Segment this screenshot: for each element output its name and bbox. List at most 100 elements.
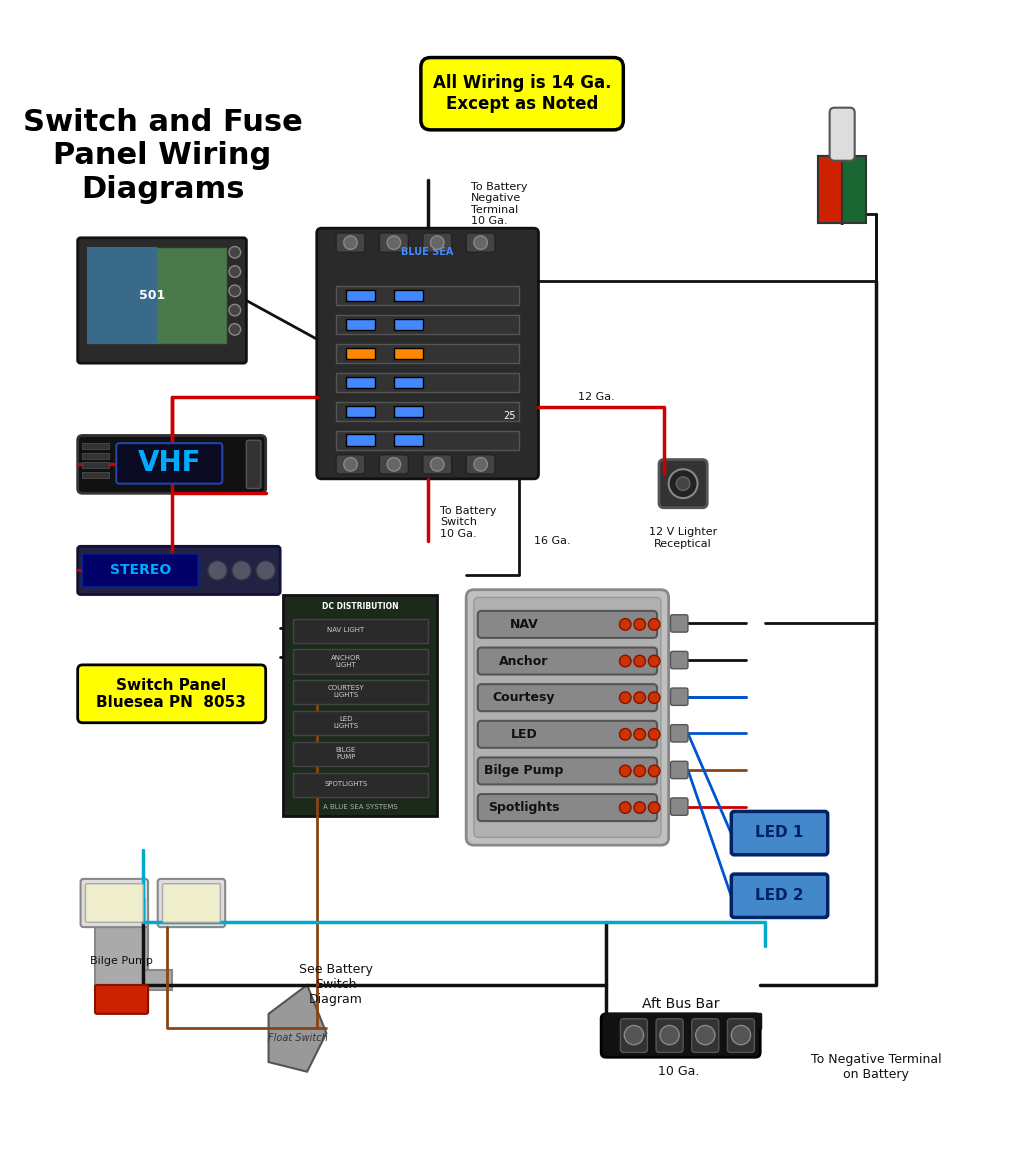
FancyBboxPatch shape xyxy=(659,459,707,508)
Bar xyxy=(394,377,423,388)
Text: ANCHOR
LIGHT: ANCHOR LIGHT xyxy=(331,655,361,668)
Bar xyxy=(394,435,423,447)
FancyBboxPatch shape xyxy=(692,1019,719,1053)
Text: LED 2: LED 2 xyxy=(755,887,803,902)
Circle shape xyxy=(648,655,660,666)
FancyBboxPatch shape xyxy=(478,721,657,748)
Circle shape xyxy=(619,728,631,740)
FancyBboxPatch shape xyxy=(601,1014,760,1057)
FancyBboxPatch shape xyxy=(671,615,688,633)
FancyBboxPatch shape xyxy=(423,455,452,475)
Text: Bilge Pump: Bilge Pump xyxy=(90,956,152,965)
Circle shape xyxy=(648,728,660,740)
FancyBboxPatch shape xyxy=(829,108,855,160)
Circle shape xyxy=(648,801,660,813)
Bar xyxy=(345,348,374,359)
FancyBboxPatch shape xyxy=(336,233,365,252)
Bar xyxy=(336,315,519,334)
Bar xyxy=(293,649,428,673)
FancyBboxPatch shape xyxy=(162,884,220,922)
Bar xyxy=(83,452,110,458)
Bar xyxy=(394,319,423,330)
FancyBboxPatch shape xyxy=(671,688,688,706)
Text: Bilge Pump: Bilge Pump xyxy=(484,764,564,777)
Circle shape xyxy=(343,457,358,471)
FancyBboxPatch shape xyxy=(671,651,688,669)
FancyBboxPatch shape xyxy=(78,547,280,594)
Bar xyxy=(336,286,519,306)
Text: COURTESY
LIGHTS: COURTESY LIGHTS xyxy=(328,685,364,699)
Text: To Battery
Switch
10 Ga.: To Battery Switch 10 Ga. xyxy=(440,506,496,538)
FancyBboxPatch shape xyxy=(466,455,495,475)
Text: LED 1: LED 1 xyxy=(755,825,803,840)
FancyBboxPatch shape xyxy=(671,798,688,815)
Circle shape xyxy=(230,285,241,297)
Bar xyxy=(818,156,842,223)
Bar xyxy=(345,435,374,447)
FancyBboxPatch shape xyxy=(671,725,688,742)
Text: STEREO: STEREO xyxy=(110,563,171,577)
Text: 10 Ga.: 10 Ga. xyxy=(658,1065,699,1078)
Bar xyxy=(144,970,172,990)
FancyBboxPatch shape xyxy=(478,611,657,637)
Text: VHF: VHF xyxy=(138,449,201,477)
Bar xyxy=(394,348,423,359)
Bar xyxy=(293,742,428,766)
Bar xyxy=(83,443,110,449)
Circle shape xyxy=(676,477,690,491)
Text: Switch and Fuse
Panel Wiring
Diagrams: Switch and Fuse Panel Wiring Diagrams xyxy=(23,108,302,204)
Circle shape xyxy=(230,266,241,277)
FancyBboxPatch shape xyxy=(83,554,199,587)
Circle shape xyxy=(619,692,631,704)
FancyBboxPatch shape xyxy=(78,665,266,722)
Text: See Battery
Switch
Diagram: See Battery Switch Diagram xyxy=(299,963,373,1006)
FancyBboxPatch shape xyxy=(478,757,657,784)
Circle shape xyxy=(230,247,241,258)
Circle shape xyxy=(619,619,631,630)
FancyBboxPatch shape xyxy=(336,455,365,475)
Circle shape xyxy=(230,323,241,335)
Circle shape xyxy=(669,469,698,498)
Circle shape xyxy=(619,655,631,666)
Bar xyxy=(293,773,428,797)
Bar xyxy=(336,344,519,363)
FancyBboxPatch shape xyxy=(316,228,539,479)
Circle shape xyxy=(619,801,631,813)
Text: Float Switch: Float Switch xyxy=(268,1033,328,1043)
Circle shape xyxy=(256,561,275,580)
FancyBboxPatch shape xyxy=(657,1019,683,1053)
Text: 501: 501 xyxy=(139,290,165,302)
FancyBboxPatch shape xyxy=(95,908,148,1004)
Text: SPOTLIGHTS: SPOTLIGHTS xyxy=(324,782,367,787)
Text: BILGE
PUMP: BILGE PUMP xyxy=(335,747,356,761)
Circle shape xyxy=(648,765,660,777)
FancyBboxPatch shape xyxy=(728,1019,755,1053)
FancyBboxPatch shape xyxy=(158,879,225,927)
Text: Aft Bus Bar: Aft Bus Bar xyxy=(642,997,720,1011)
Bar xyxy=(818,156,866,223)
Circle shape xyxy=(648,692,660,704)
FancyBboxPatch shape xyxy=(620,1019,647,1053)
Bar xyxy=(87,248,157,344)
Circle shape xyxy=(343,236,358,249)
FancyBboxPatch shape xyxy=(478,684,657,711)
Text: NAV: NAV xyxy=(510,618,539,630)
FancyBboxPatch shape xyxy=(731,875,827,918)
Text: LED: LED xyxy=(511,728,538,741)
Text: 16 Ga.: 16 Ga. xyxy=(534,536,571,547)
Circle shape xyxy=(230,305,241,316)
Bar xyxy=(293,619,428,643)
FancyBboxPatch shape xyxy=(95,985,148,1014)
Bar xyxy=(336,401,519,421)
Text: All Wiring is 14 Ga.
Except as Noted: All Wiring is 14 Ga. Except as Noted xyxy=(433,74,611,113)
Circle shape xyxy=(660,1026,679,1044)
FancyBboxPatch shape xyxy=(474,598,661,837)
Circle shape xyxy=(387,236,400,249)
FancyBboxPatch shape xyxy=(116,443,222,484)
FancyBboxPatch shape xyxy=(466,233,495,252)
Circle shape xyxy=(474,457,487,471)
Circle shape xyxy=(387,457,400,471)
Circle shape xyxy=(619,765,631,777)
Circle shape xyxy=(634,728,645,740)
Text: NAV LIGHT: NAV LIGHT xyxy=(327,627,364,633)
